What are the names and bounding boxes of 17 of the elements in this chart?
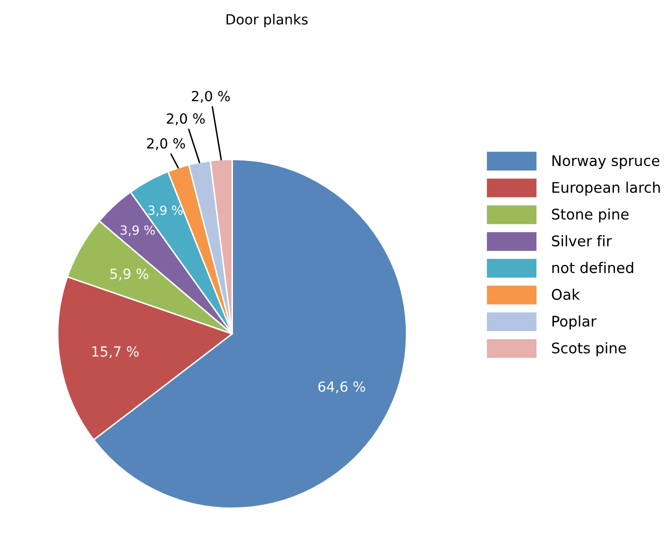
data-label: 2,0 % xyxy=(147,138,186,150)
data-label: 64,6 % xyxy=(318,381,366,394)
chart-title: Door planks xyxy=(226,14,308,28)
data-label: 2,0 % xyxy=(166,113,205,126)
data-label: 3,9 % xyxy=(148,205,183,216)
data-label: 15,7 % xyxy=(92,346,139,358)
legend-label: Poplar xyxy=(552,315,596,330)
legend-label: Norway spruce xyxy=(552,155,660,169)
data-label: 2,0 % xyxy=(192,90,230,103)
legend-label: Oak xyxy=(552,288,580,300)
legend-label: European larch xyxy=(552,182,660,196)
legend-label: Stone pine xyxy=(552,208,629,223)
data-label: 5,9 % xyxy=(110,268,148,280)
legend-label: Scots pine xyxy=(552,342,626,356)
legend-label: Silver fir xyxy=(552,235,612,246)
legend-label: not defined xyxy=(552,262,634,274)
data-label: 3,9 % xyxy=(120,225,155,236)
